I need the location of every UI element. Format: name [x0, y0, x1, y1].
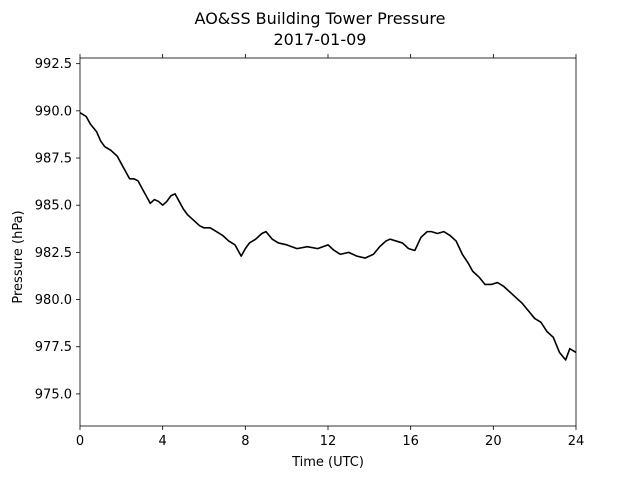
- x-tick-label: 4: [159, 434, 167, 449]
- y-tick-label: 985.0: [35, 199, 72, 214]
- y-axis-label: Pressure (hPa): [11, 210, 26, 303]
- x-tick-label: 8: [241, 434, 249, 449]
- series-line-pressure: [79, 112, 577, 361]
- chart-title: AO&SS Building Tower Pressure: [195, 9, 446, 28]
- x-axis-label: Time (UTC): [291, 455, 364, 470]
- axis-ticks: 0 4 8 12 16 20 24 975.0 977.5 980.0 982.5 985.0 987.…: [35, 54, 584, 449]
- plot-frame: [79, 57, 577, 427]
- y-tick-label: 992.5: [35, 57, 72, 72]
- y-tick-label: 977.5: [35, 340, 72, 355]
- x-tick-label: 20: [485, 434, 502, 449]
- y-tick-label: 987.5: [35, 152, 72, 167]
- y-tick-label: 990.0: [35, 104, 72, 119]
- chart-subtitle: 2017-01-09: [274, 30, 367, 49]
- x-tick-label: 0: [76, 434, 84, 449]
- x-tick-label: 24: [568, 434, 585, 449]
- x-tick-label: 16: [402, 434, 419, 449]
- y-tick-label: 975.0: [35, 387, 72, 402]
- y-tick-label: 980.0: [35, 293, 72, 308]
- x-tick-label: 12: [320, 434, 337, 449]
- y-tick-label: 982.5: [35, 246, 72, 261]
